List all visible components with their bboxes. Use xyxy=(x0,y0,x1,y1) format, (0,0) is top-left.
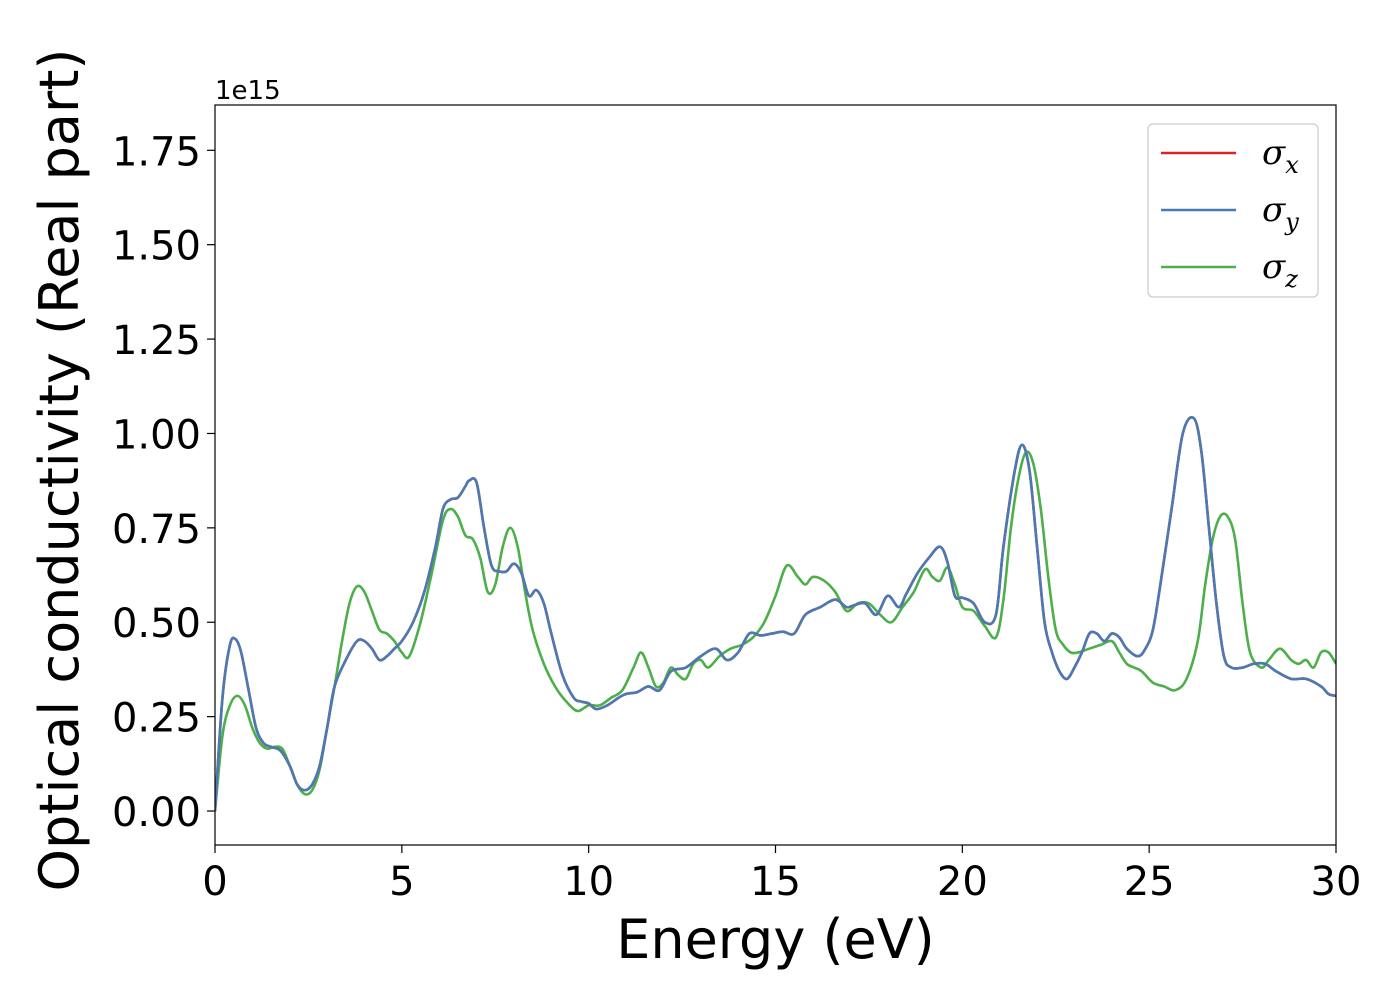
plot-lines xyxy=(215,415,1336,812)
y-tick-label: 0.50 xyxy=(112,601,201,647)
x-axis-label: Energy (eV) xyxy=(616,908,935,971)
y-axis: 0.00 0.25 0.50 0.75 1.00 1.25 1.50 1.75 xyxy=(112,129,215,836)
y-tick-label: 1.00 xyxy=(112,412,201,458)
series-line-x xyxy=(215,415,1336,812)
x-tick-label: 0 xyxy=(202,859,227,905)
y-offset-label: 1e15 xyxy=(215,76,281,106)
legend-entry-z: σz xyxy=(1262,247,1298,293)
x-tick-label: 10 xyxy=(563,859,614,905)
y-tick-label: 0.00 xyxy=(112,790,201,836)
x-tick-label: 5 xyxy=(389,859,414,905)
x-tick-label: 15 xyxy=(750,859,801,905)
x-tick-label: 20 xyxy=(937,859,988,905)
y-tick-label: 1.50 xyxy=(112,224,201,270)
y-tick-label: 0.75 xyxy=(112,507,201,553)
legend: σx σy σz xyxy=(1147,123,1319,298)
y-tick-label: 1.75 xyxy=(112,129,201,175)
legend-entry-x: σx xyxy=(1262,133,1299,179)
series-line-z xyxy=(215,450,1336,812)
y-axis-label: Optical conductivity (Real part) xyxy=(28,49,91,892)
x-tick-label: 30 xyxy=(1311,859,1362,905)
x-axis: 0 5 10 15 20 25 30 xyxy=(202,845,1361,905)
legend-entry-y: σy xyxy=(1262,190,1299,236)
y-tick-label: 0.25 xyxy=(112,696,201,742)
y-tick-label: 1.25 xyxy=(112,318,201,364)
series-line-y xyxy=(215,415,1336,812)
x-tick-label: 25 xyxy=(1124,859,1175,905)
